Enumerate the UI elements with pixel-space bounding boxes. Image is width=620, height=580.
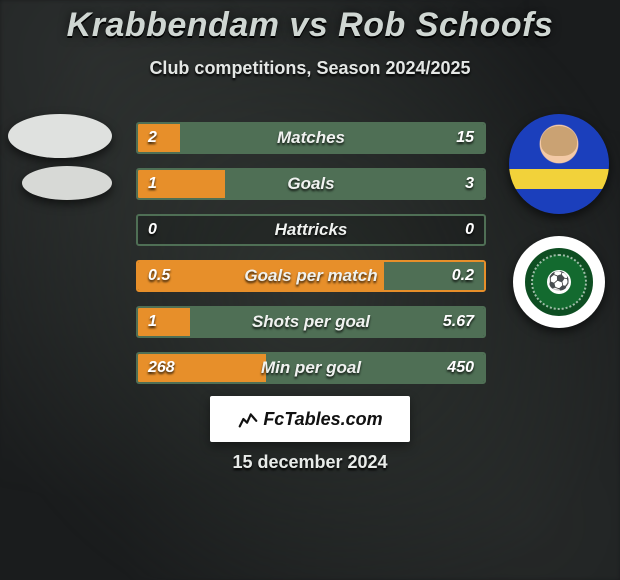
metric-fill-left [138,308,190,336]
metric-label: Hattricks [275,220,348,240]
metric-value-right: 3 [465,175,474,193]
fctables-logo-icon [237,408,259,430]
metric-label: Shots per goal [252,312,370,332]
right-player-avatars [504,114,614,328]
metric-value-left: 1 [148,175,157,193]
comparison-bars: 2 15 Matches 1 3 Goals 0 0 Hattricks 0.5 0.2 Goals … [136,122,486,384]
date-text: 15 december 2024 [0,452,620,473]
branding-badge: FcTables.com [210,396,410,442]
right-player-photo [509,114,609,214]
comparison-card: Krabbendam vs Rob Schoofs Club competiti… [0,0,620,580]
metric-bar-goals_per_match: 0.5 0.2 Goals per match [136,260,486,292]
metric-value-left: 2 [148,129,157,147]
branding-text: FcTables.com [263,409,382,430]
left-player-avatars [8,114,118,208]
metric-bar-shots_per_goal: 1 5.67 Shots per goal [136,306,486,338]
metric-value-left: 0 [148,221,157,239]
metric-value-left: 1 [148,313,157,331]
metric-value-right: 15 [456,129,474,147]
metric-value-right: 5.67 [443,313,474,331]
metric-label: Min per goal [261,358,361,378]
metric-bar-hattricks: 0 0 Hattricks [136,214,486,246]
metric-fill-right [225,170,485,198]
left-player-crest-placeholder [22,166,112,200]
metric-bar-goals: 1 3 Goals [136,168,486,200]
metric-value-right: 450 [447,359,474,377]
metric-label: Goals per match [244,266,377,286]
metric-bar-min_per_goal: 268 450 Min per goal [136,352,486,384]
page-title: Krabbendam vs Rob Schoofs [0,6,620,45]
metric-value-left: 0.5 [148,267,170,285]
metric-label: Goals [287,174,334,194]
right-player-crest [513,236,605,328]
metric-fill-left [138,124,180,152]
metric-bar-matches: 2 15 Matches [136,122,486,154]
metric-value-left: 268 [148,359,175,377]
metric-value-right: 0 [465,221,474,239]
soccer-ball-icon [547,270,571,294]
page-subtitle: Club competitions, Season 2024/2025 [0,58,620,79]
metric-value-right: 0.2 [452,267,474,285]
left-player-photo-placeholder [8,114,112,158]
metric-label: Matches [277,128,345,148]
